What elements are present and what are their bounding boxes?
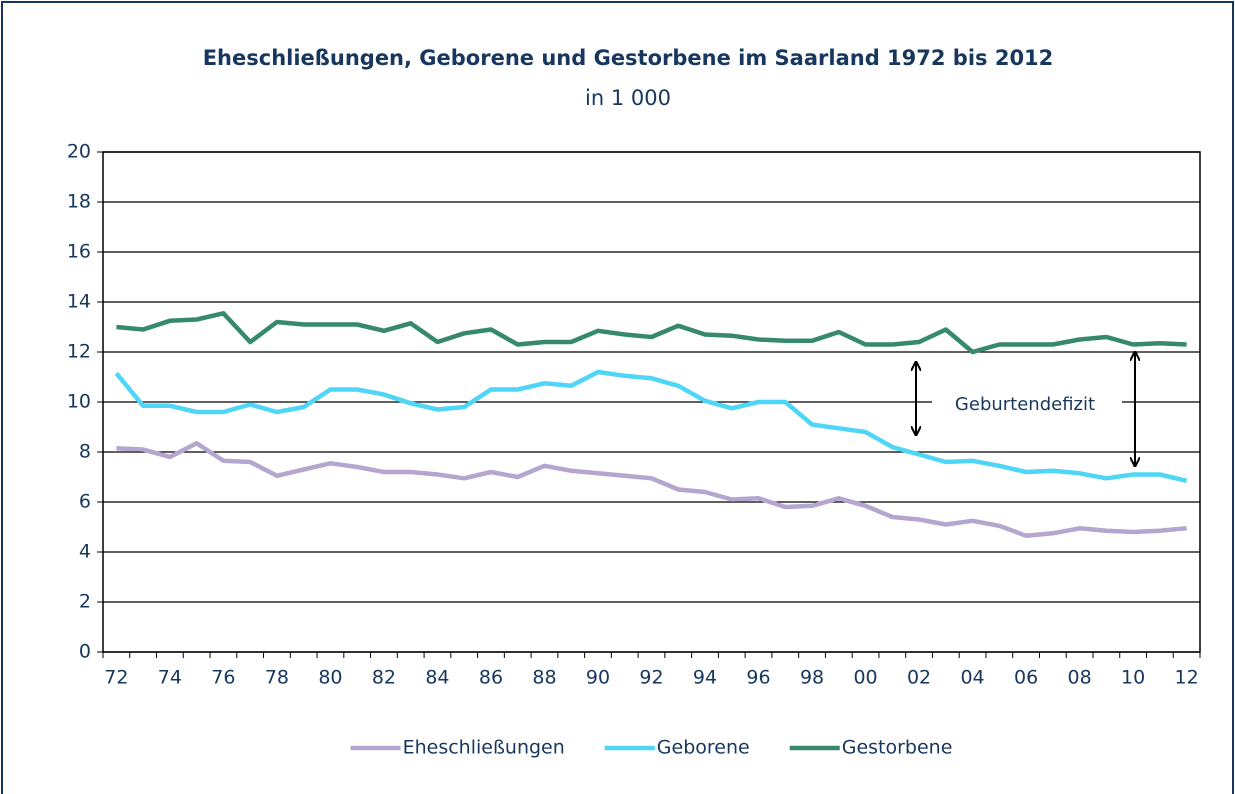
- x-tick-label: 06: [1014, 667, 1038, 689]
- x-tick-label: 98: [800, 667, 824, 689]
- annotation-bg: [932, 390, 1122, 418]
- series-line: [116, 441, 1187, 539]
- legend-label: Gestorbene: [842, 737, 953, 759]
- x-tick-label: 00: [853, 667, 877, 689]
- y-tick-label: 4: [79, 541, 91, 563]
- legend-label: Eheschließungen: [403, 737, 565, 759]
- x-tick-label: 94: [693, 667, 717, 689]
- y-tick-label: 16: [67, 241, 91, 263]
- y-tick-label: 8: [79, 441, 91, 463]
- y-tick-label: 0: [79, 641, 91, 663]
- x-tick-label: 04: [960, 667, 984, 689]
- legend-label: Geborene: [657, 737, 750, 759]
- chart-title: Eheschließungen, Geborene und Gestorbene…: [203, 46, 1054, 70]
- x-tick-label: 90: [586, 667, 610, 689]
- annotation: Geburtendefizit: [955, 394, 1095, 415]
- y-tick-label: 20: [67, 141, 91, 163]
- y-tick-label: 14: [67, 291, 91, 313]
- x-tick-label: 84: [425, 667, 449, 689]
- x-tick-label: 10: [1121, 667, 1145, 689]
- x-tick-label: 12: [1175, 667, 1199, 689]
- y-tick-label: 12: [67, 341, 91, 363]
- y-tick-label: 10: [67, 391, 91, 413]
- series-line: [116, 311, 1187, 355]
- x-tick-label: 74: [158, 667, 182, 689]
- series-line: [114, 369, 1188, 483]
- x-tick-label: 76: [211, 667, 235, 689]
- x-tick-label: 82: [372, 667, 396, 689]
- x-tick-label: 80: [318, 667, 342, 689]
- x-tick-label: 72: [104, 667, 128, 689]
- x-tick-label: 96: [746, 667, 770, 689]
- chart-subtitle: in 1 000: [585, 86, 671, 110]
- plot-border: [102, 151, 1201, 653]
- x-tick-label: 08: [1068, 667, 1092, 689]
- y-tick-label: 6: [79, 491, 91, 513]
- x-tick-label: 78: [265, 667, 289, 689]
- x-tick-label: 86: [479, 667, 503, 689]
- x-tick-label: 02: [907, 667, 931, 689]
- x-tick-label: 88: [532, 667, 556, 689]
- legend: Eheschließungen Geborene Gestorbene: [350, 737, 953, 759]
- x-tick-label: 92: [639, 667, 663, 689]
- y-tick-label: 18: [67, 191, 91, 213]
- y-tick-label: 2: [79, 591, 91, 613]
